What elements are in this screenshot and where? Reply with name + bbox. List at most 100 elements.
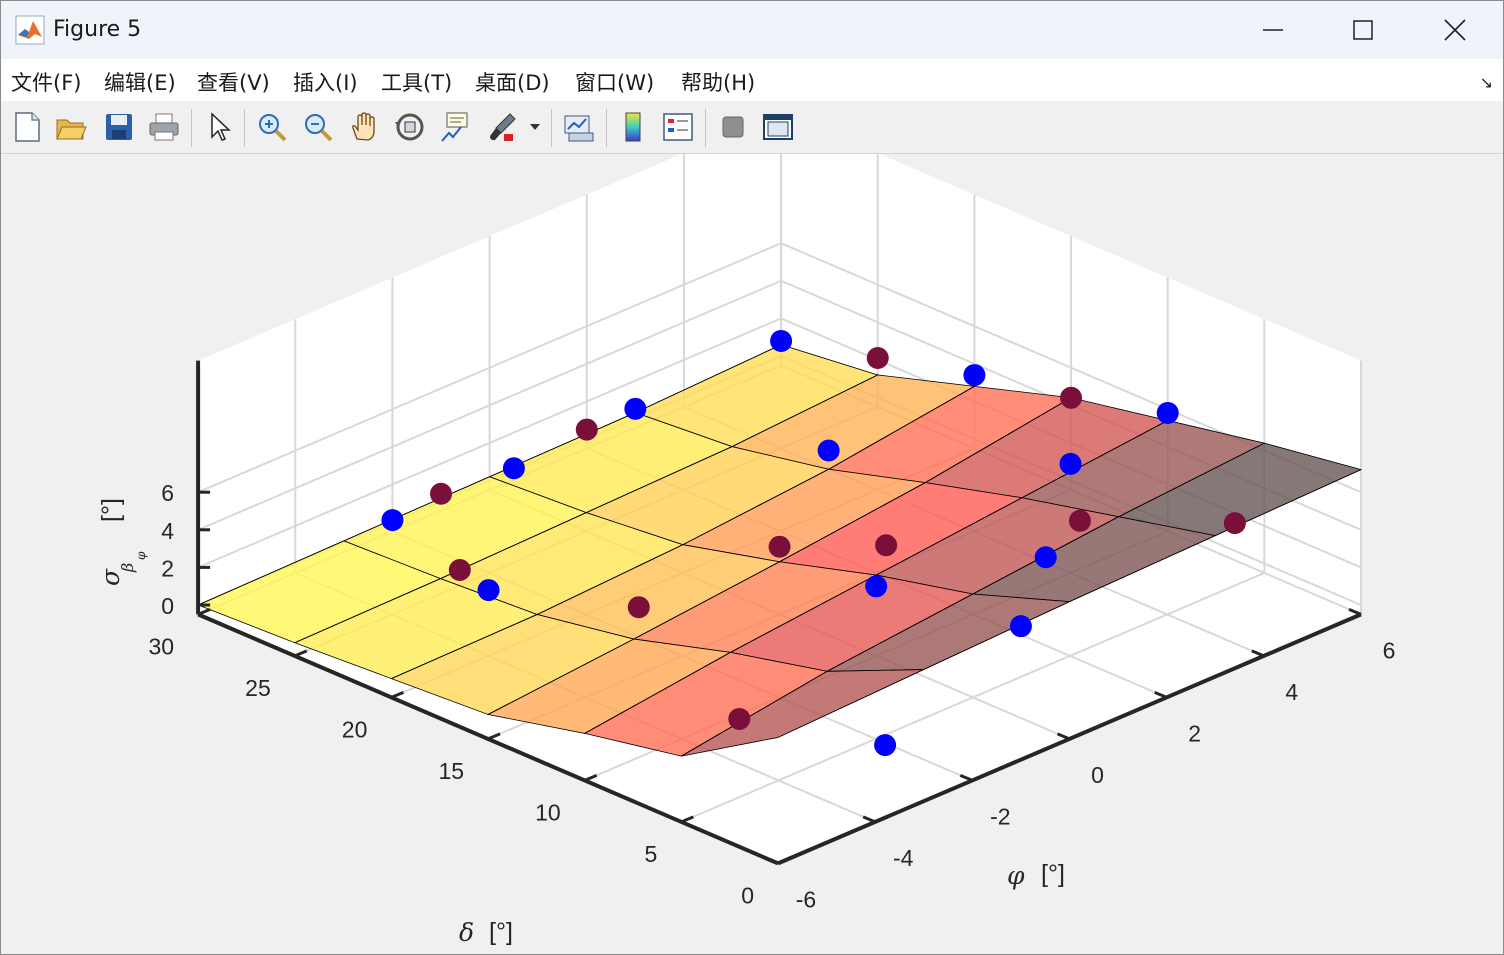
z-axis-label-symbol: σ [96,568,125,586]
z-tick-label: 0 [161,593,174,619]
menu-edit[interactable]: 编辑(E) [104,71,176,95]
close-icon [1444,19,1466,41]
title-bar[interactable]: Figure 5 [1,1,1503,59]
data-point [624,397,647,420]
data-cursor-icon[interactable] [437,109,473,145]
data-point [865,575,888,598]
save-icon[interactable] [101,109,137,145]
y-tick-label: 5 [645,841,658,867]
x-axis-label-unit: [°] [1041,860,1065,888]
surface-mesh [197,344,1362,757]
z-axis-label: σ β φ [°] [96,498,148,586]
y-tick-label: 25 [245,675,271,701]
mesh-line-delta [681,442,1265,757]
data-point [874,734,897,757]
data-point-hidden [575,418,598,441]
data-point [817,439,840,462]
z-tick-label: 6 [161,480,174,506]
data-point [770,329,793,352]
colorbar-icon[interactable] [615,109,651,145]
data-point [477,579,500,602]
print-icon[interactable] [146,109,182,145]
data-point [1156,401,1179,424]
x-tick-mark [1251,649,1265,658]
menu-expand-icon[interactable]: ↘ [1479,73,1493,92]
menu-view[interactable]: 查看(V) [197,71,270,95]
data-points [381,329,1246,757]
plot-area[interactable]: -6 -4 -2 0 2 4 6 0 5 10 15 20 25 30 0 2 4 6 φ [°] δ [°] σ… [1,154,1503,954]
data-point-hidden [728,707,751,730]
axes [196,360,1362,866]
x-tick-mark [1056,732,1071,741]
x-tick-mark [1348,608,1362,616]
menu-help[interactable]: 帮助(H) [681,71,756,95]
surface-chart[interactable]: -6 -4 -2 0 2 4 6 0 5 10 15 20 25 30 0 2 4 6 φ [°] δ [°] σ… [1,154,1503,954]
data-point [381,509,404,532]
minimize-button[interactable] [1227,1,1319,59]
menu-file[interactable]: 文件(F) [11,71,82,95]
toolbar-separator [705,109,706,147]
x-tick-label: 2 [1188,720,1201,746]
zoom-out-icon[interactable] [300,109,336,145]
data-point-hidden [430,482,453,505]
maximize-button[interactable] [1317,1,1409,59]
hide-plot-tools-icon[interactable] [715,109,751,145]
x-tick-mark [862,815,876,824]
x-tick-mark [959,774,973,782]
grid-line-y [680,571,1265,823]
data-point-hidden [875,534,898,557]
window-title: Figure 5 [53,17,142,42]
mesh-line-delta [197,344,782,606]
menu-tools[interactable]: 工具(T) [381,71,453,95]
minimize-icon [1263,29,1283,31]
data-point-hidden [448,558,471,581]
show-plot-tools-icon[interactable] [760,109,796,145]
y-tick-label: 20 [342,716,368,742]
open-file-icon[interactable] [53,109,89,145]
data-point-hidden [627,596,650,619]
surface [197,344,1363,757]
y-tick-mark [487,732,501,741]
pointer-icon[interactable] [201,109,237,145]
x-tick-mark [765,857,779,865]
rotate-3d-icon[interactable] [392,109,428,145]
mesh-line-delta [777,469,1362,738]
zoom-in-icon[interactable] [254,109,290,145]
data-point [963,364,986,387]
brush-icon[interactable] [485,109,521,145]
y-tick-mark [390,691,404,699]
x-tick-label: 4 [1285,679,1298,705]
menu-window[interactable]: 窗口(W) [575,71,655,95]
data-point-hidden [1068,509,1091,532]
x-tick-label: -2 [990,803,1010,829]
y-tick-label: 30 [149,633,175,659]
x-tick-label: 6 [1383,637,1396,663]
y-tick-mark [197,608,211,616]
y-tick-label: 15 [438,758,464,784]
x-tick-label: -4 [893,845,914,871]
link-plot-icon[interactable] [561,109,597,145]
z-axis-label-sub1: β [118,563,137,573]
data-point-hidden [866,347,889,370]
data-point-hidden [1223,512,1246,535]
toolbar [1,101,1503,154]
legend-icon[interactable] [660,109,696,145]
menu-insert[interactable]: 插入(I) [293,71,358,95]
pan-hand-icon[interactable] [346,109,382,145]
toolbar-separator [191,109,192,147]
data-point-hidden [1060,386,1083,409]
y-tick-mark [294,649,308,658]
z-tick-label: 4 [161,518,174,544]
y-tick-mark [584,774,598,782]
close-button[interactable] [1409,1,1501,59]
menu-desktop[interactable]: 桌面(D) [475,71,550,95]
data-point [1009,615,1032,638]
toolbar-separator [551,109,552,147]
mesh-line-delta [294,374,878,644]
y-axis-label-unit: [°] [489,918,513,946]
z-axis-label-sub2: φ [134,551,148,560]
data-point [1034,546,1057,569]
brush-dropdown-icon[interactable] [523,109,547,145]
new-figure-icon[interactable] [9,109,45,145]
